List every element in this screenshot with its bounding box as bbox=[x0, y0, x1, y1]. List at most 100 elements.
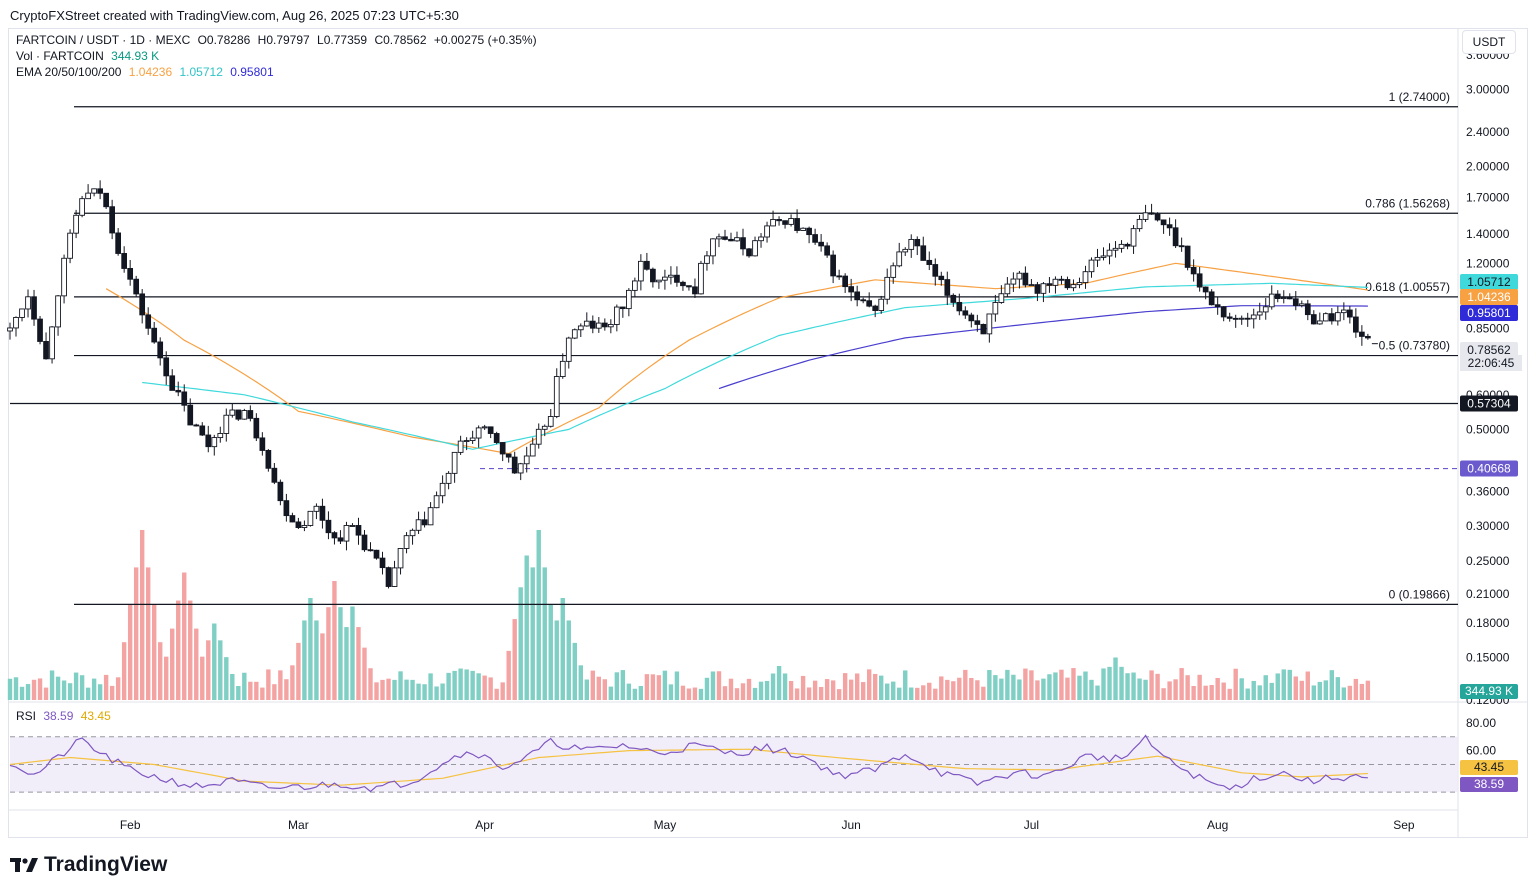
candle bbox=[517, 462, 524, 481]
volume-bar bbox=[800, 675, 806, 700]
candle-body bbox=[776, 219, 782, 222]
candle bbox=[632, 277, 638, 297]
ema-legend[interactable]: EMA 20/50/100/200 1.04236 1.05712 0.9580… bbox=[16, 65, 278, 79]
candle-body bbox=[854, 291, 861, 301]
candle-body bbox=[668, 274, 674, 278]
volume-bar bbox=[860, 682, 866, 700]
candle bbox=[824, 242, 830, 258]
y-tick-label: 1.20000 bbox=[1466, 256, 1510, 270]
volume-bar bbox=[320, 633, 325, 700]
candle-body bbox=[37, 318, 43, 342]
volume-bar bbox=[698, 688, 704, 700]
volume-bar bbox=[704, 677, 710, 700]
candle-body bbox=[788, 218, 794, 225]
candle-body bbox=[361, 534, 368, 551]
candle-body bbox=[97, 188, 103, 194]
volume-bar bbox=[1203, 685, 1208, 700]
currency-unit-button[interactable]: USDT bbox=[1462, 30, 1516, 54]
countdown-label: 22:06:45 bbox=[1468, 356, 1515, 370]
volume-bar bbox=[854, 673, 860, 700]
candle bbox=[1046, 277, 1053, 293]
candle bbox=[638, 254, 644, 291]
volume-bar bbox=[1179, 668, 1184, 700]
close-value: C0.78562 bbox=[374, 33, 427, 47]
volume-legend[interactable]: Vol · FARTCOIN 344.93 K bbox=[16, 49, 163, 63]
candle-body bbox=[1328, 313, 1335, 322]
candle-body bbox=[415, 519, 422, 531]
rsi-line bbox=[9, 734, 1368, 793]
candle bbox=[1094, 248, 1101, 267]
volume-bar bbox=[133, 567, 139, 700]
volume-bar bbox=[127, 604, 133, 700]
candle-body bbox=[692, 286, 698, 295]
candle-body bbox=[445, 472, 452, 484]
candle bbox=[103, 192, 109, 209]
volume-bar bbox=[386, 678, 391, 700]
volume-bar bbox=[590, 670, 596, 700]
candle-body bbox=[962, 310, 969, 316]
volume-bar bbox=[374, 682, 379, 700]
candle-body bbox=[325, 519, 332, 534]
candle bbox=[1280, 290, 1287, 304]
candle-body bbox=[1244, 317, 1251, 320]
volume-bar bbox=[139, 530, 145, 700]
candle bbox=[211, 434, 218, 456]
tradingview-logo[interactable]: TradingView bbox=[10, 853, 167, 877]
candle-body bbox=[559, 360, 566, 378]
volume-bar bbox=[921, 685, 926, 700]
volume-bar bbox=[969, 677, 974, 700]
volume-bar bbox=[776, 666, 782, 700]
candle bbox=[253, 413, 260, 442]
volume-bar bbox=[1317, 681, 1323, 700]
candle bbox=[1353, 308, 1359, 338]
volume-bar bbox=[488, 677, 493, 700]
rsi-legend[interactable]: RSI 38.59 43.45 bbox=[16, 709, 115, 723]
volume-bar bbox=[915, 687, 920, 700]
candle-body bbox=[1340, 309, 1347, 314]
volume-bar bbox=[1221, 682, 1226, 700]
volume-bar bbox=[61, 680, 67, 700]
candle bbox=[1058, 275, 1065, 285]
candle bbox=[1112, 241, 1119, 258]
candle-body bbox=[650, 268, 656, 283]
volume-bar bbox=[464, 669, 469, 700]
candle bbox=[229, 403, 236, 418]
candle-body bbox=[1298, 303, 1305, 306]
ema200-value: 0.95801 bbox=[230, 65, 274, 79]
volume-bar bbox=[1245, 688, 1250, 700]
candle bbox=[511, 451, 518, 474]
candle-body bbox=[746, 248, 752, 257]
candle bbox=[1232, 314, 1239, 328]
candle bbox=[61, 254, 67, 304]
candle bbox=[788, 214, 794, 227]
high-value: H0.79797 bbox=[257, 33, 310, 47]
symbol-legend[interactable]: FARTCOIN / USDT · 1D · MEXC O0.78286 H0.… bbox=[16, 33, 541, 47]
candle-body bbox=[1208, 291, 1215, 306]
volume-bar bbox=[158, 642, 163, 700]
fib-level-label: 0 (0.19866) bbox=[1389, 587, 1450, 601]
candle-body bbox=[1088, 259, 1095, 273]
volume-bar bbox=[470, 670, 475, 700]
volume-bar bbox=[452, 670, 457, 700]
volume-bar bbox=[530, 567, 535, 700]
volume-bar bbox=[1071, 668, 1076, 700]
candle-body bbox=[349, 525, 356, 527]
candle-body bbox=[1136, 218, 1143, 230]
volume-bar bbox=[434, 686, 439, 700]
candle-body bbox=[607, 324, 614, 328]
volume-bar bbox=[458, 668, 463, 700]
y-tick-label: 1.40000 bbox=[1466, 227, 1510, 241]
candle-body bbox=[1082, 271, 1089, 283]
volume-bar bbox=[1041, 678, 1046, 700]
candle-body bbox=[283, 500, 290, 517]
low-value: L0.77359 bbox=[317, 33, 368, 47]
candle-body bbox=[385, 567, 392, 587]
candle bbox=[794, 209, 800, 234]
candle-body bbox=[1166, 224, 1173, 229]
volume-bar bbox=[542, 567, 547, 700]
volume-bar bbox=[1101, 668, 1106, 700]
candle-body bbox=[265, 449, 272, 469]
candle-body bbox=[85, 192, 91, 200]
candle-body bbox=[1214, 304, 1221, 308]
